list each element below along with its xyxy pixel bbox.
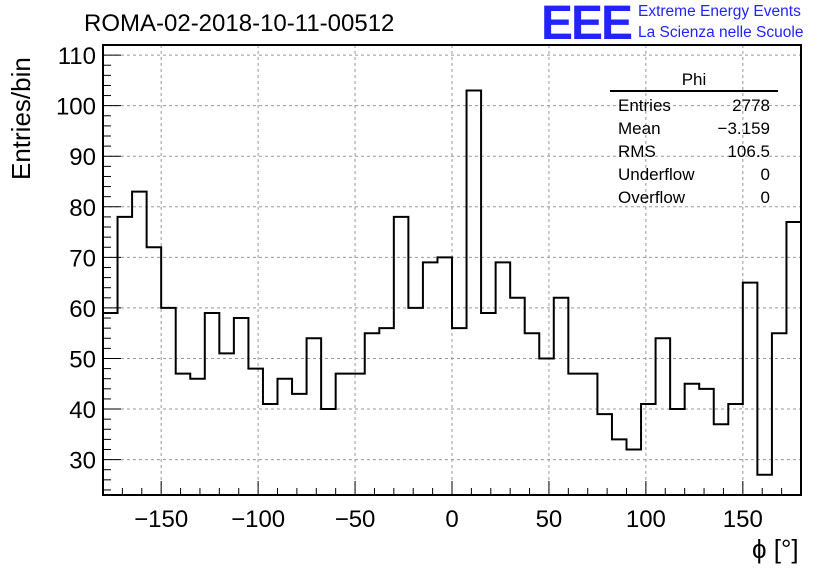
x-tick-label: 100 bbox=[626, 506, 666, 533]
histogram-series bbox=[103, 89, 802, 476]
logo-line-2: La Scienza nelle Scuole bbox=[638, 24, 804, 41]
y-tick-label: 30 bbox=[69, 448, 96, 475]
y-tick-label: 90 bbox=[69, 144, 96, 171]
stats-row-rms: RMS 106.5 bbox=[610, 140, 778, 163]
stats-row-mean: Mean −3.159 bbox=[610, 117, 778, 140]
stats-label: Mean bbox=[618, 119, 661, 138]
stats-label: Underflow bbox=[618, 165, 695, 184]
stats-row-underflow: Underflow 0 bbox=[610, 163, 778, 186]
x-tick-label: −150 bbox=[134, 506, 188, 533]
chart-title: ROMA-02-2018-10-11-00512 bbox=[84, 10, 395, 37]
eee-logo: EEE bbox=[541, 0, 633, 50]
x-tick-label: −100 bbox=[231, 506, 285, 533]
y-tick-label: 70 bbox=[69, 245, 96, 272]
stats-value: 106.5 bbox=[727, 142, 770, 161]
histogram-outline bbox=[103, 89, 802, 476]
stats-row-entries: Entries 2778 bbox=[610, 94, 778, 117]
y-axis-label: Entries/bin bbox=[6, 57, 36, 180]
logo-line-1: Extreme Energy Events bbox=[638, 3, 801, 20]
x-axis-label: ϕ [°] bbox=[752, 534, 799, 564]
stats-row-overflow: Overflow 0 bbox=[610, 186, 778, 209]
y-tick-label: 110 bbox=[58, 43, 96, 70]
x-tick-label: 0 bbox=[445, 506, 458, 533]
stats-label: Entries bbox=[618, 96, 671, 115]
y-tick-label: 80 bbox=[69, 195, 96, 222]
stats-value: 2778 bbox=[732, 96, 770, 115]
y-tick-label: 100 bbox=[56, 94, 96, 121]
stats-label: RMS bbox=[618, 142, 656, 161]
tick-marks bbox=[103, 44, 802, 495]
x-tick-label: −50 bbox=[335, 506, 376, 533]
tick-labels: −150 −100 −50 0 50 100 150 30 40 50 60 70 80 90 100 110 bbox=[56, 43, 763, 533]
x-tick-label: 50 bbox=[536, 506, 563, 533]
stats-value: −3.159 bbox=[717, 119, 770, 138]
stats-value: 0 bbox=[760, 188, 770, 207]
stats-title: Phi bbox=[610, 70, 778, 92]
stats-box: Phi Entries 2778 Mean −3.159 RMS 106.5 U… bbox=[610, 70, 778, 209]
y-tick-label: 40 bbox=[69, 397, 96, 424]
y-tick-label: 60 bbox=[69, 296, 96, 323]
stats-label: Overflow bbox=[618, 188, 686, 207]
y-tick-label: 50 bbox=[69, 346, 96, 373]
stats-value: 0 bbox=[760, 165, 770, 184]
x-tick-label: 150 bbox=[723, 506, 763, 533]
